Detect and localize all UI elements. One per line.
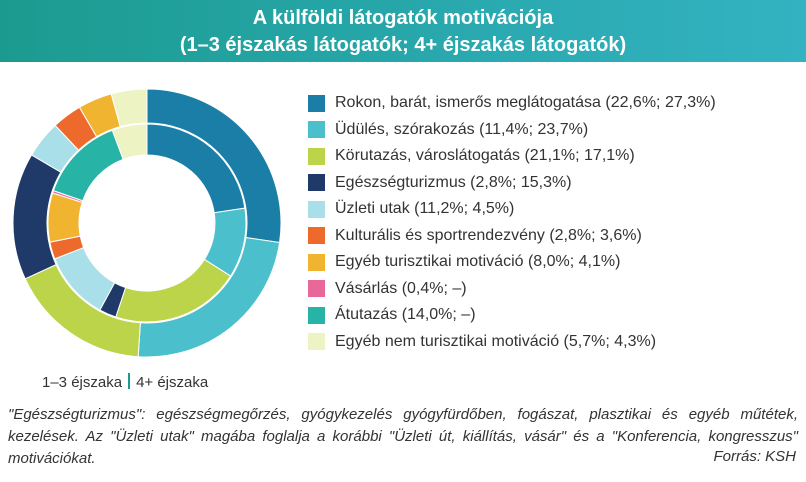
- legend-label: Átutazás (14,0%; –): [335, 306, 476, 324]
- legend-label: Egyéb turisztikai motiváció (8,0%; 4,1%): [335, 253, 621, 271]
- legend-item: Körutazás, városlátogatás (21,1%; 17,1%): [308, 143, 798, 170]
- footnote: "Egészségturizmus": egészségmegőrzés, gy…: [8, 406, 798, 467]
- legend-swatch: [308, 333, 325, 351]
- legend-label: Körutazás, városlátogatás (21,1%; 17,1%): [335, 147, 635, 165]
- legend-swatch: [308, 306, 325, 324]
- legend-item: Üzleti utak (11,2%; 4,5%): [308, 196, 798, 223]
- legend-swatch: [308, 94, 325, 112]
- legend-label: Vásárlás (0,4%; –): [335, 279, 467, 297]
- legend-label: Egyéb nem turisztikai motiváció (5,7%; 4…: [335, 332, 657, 350]
- ring-key-outer: 4+ éjszaka: [136, 374, 209, 391]
- chart-header: A külföldi látogatók motivációja (1–3 éj…: [0, 0, 806, 62]
- legend-item: Egyéb nem turisztikai motiváció (5,7%; 4…: [308, 329, 798, 356]
- legend-label: Egészségturizmus (2,8%; 15,3%): [335, 173, 572, 191]
- chart-subtitle: (1–3 éjszakás látogatók; 4+ éjszakás lát…: [179, 34, 627, 56]
- outer-ring-slice: [110, 88, 148, 128]
- legend-item: Kulturális és sportrendezvény (2,8%; 3,6…: [308, 223, 798, 250]
- ring-key: 1–3 éjszaka 4+ éjszaka: [42, 373, 208, 391]
- legend-label: Kulturális és sportrendezvény (2,8%; 3,6…: [335, 226, 642, 244]
- legend-item: Rokon, barát, ismerős meglátogatása (22,…: [308, 90, 798, 117]
- legend-item: Egyéb turisztikai motiváció (8,0%; 4,1%): [308, 249, 798, 276]
- legend-item: Vásárlás (0,4%; –): [308, 276, 798, 303]
- donut-chart: [12, 88, 282, 358]
- legend-swatch: [308, 227, 325, 245]
- legend-swatch: [308, 174, 325, 192]
- legend-label: Üzleti utak (11,2%; 4,5%): [335, 200, 515, 218]
- legend-item: Üdülés, szórakozás (11,4%; 23,7%): [308, 117, 798, 144]
- legend: Rokon, barát, ismerős meglátogatása (22,…: [308, 90, 798, 355]
- legend-item: Átutazás (14,0%; –): [308, 302, 798, 329]
- legend-swatch: [308, 121, 325, 139]
- chart-title: A külföldi látogatók motivációja: [252, 7, 554, 29]
- legend-swatch: [308, 147, 325, 165]
- inner-ring-slice: [111, 123, 148, 160]
- source-label: Forrás: KSH: [713, 448, 796, 465]
- legend-swatch: [308, 280, 325, 298]
- legend-label: Üdülés, szórakozás (11,4%; 23,7%): [335, 120, 589, 138]
- ring-key-inner: 1–3 éjszaka: [42, 374, 123, 391]
- ring-key-divider: [128, 373, 131, 389]
- legend-swatch: [308, 200, 325, 218]
- legend-item: Egészségturizmus (2,8%; 15,3%): [308, 170, 798, 197]
- legend-swatch: [308, 253, 325, 271]
- legend-label: Rokon, barát, ismerős meglátogatása (22,…: [335, 94, 716, 112]
